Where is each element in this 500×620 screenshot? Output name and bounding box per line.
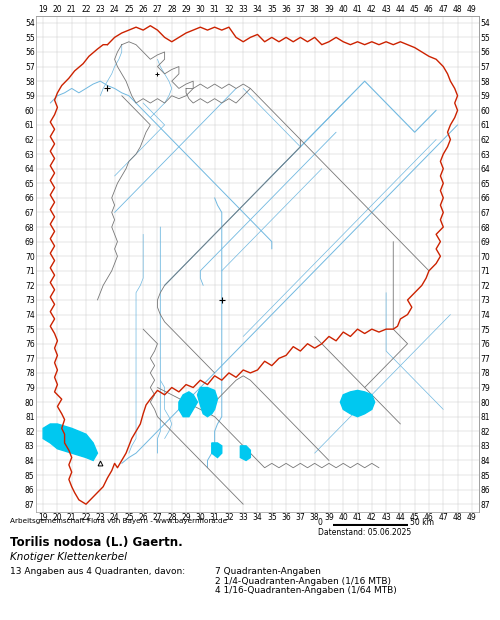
Text: 4 1/16-Quadranten-Angaben (1/64 MTB): 4 1/16-Quadranten-Angaben (1/64 MTB) (215, 586, 397, 595)
Text: 2 1/4-Quadranten-Angaben (1/16 MTB): 2 1/4-Quadranten-Angaben (1/16 MTB) (215, 577, 391, 586)
Text: Datenstand: 05.06.2025: Datenstand: 05.06.2025 (318, 528, 411, 538)
Text: Knotiger Klettenkerbel: Knotiger Klettenkerbel (10, 552, 127, 562)
Text: 50 km: 50 km (410, 518, 434, 527)
Text: 0: 0 (318, 518, 322, 527)
Polygon shape (212, 443, 222, 458)
Text: Torilis nodosa (L.) Gaertn.: Torilis nodosa (L.) Gaertn. (10, 536, 183, 549)
Text: 7 Quadranten-Angaben: 7 Quadranten-Angaben (215, 567, 321, 577)
Polygon shape (43, 424, 98, 461)
Polygon shape (240, 446, 250, 461)
Polygon shape (179, 392, 198, 417)
Text: Arbeitsgemeinschaft Flora von Bayern - www.bayernflora.de: Arbeitsgemeinschaft Flora von Bayern - w… (10, 518, 227, 524)
Polygon shape (198, 388, 218, 417)
Polygon shape (340, 391, 374, 417)
Text: 13 Angaben aus 4 Quadranten, davon:: 13 Angaben aus 4 Quadranten, davon: (10, 567, 185, 577)
